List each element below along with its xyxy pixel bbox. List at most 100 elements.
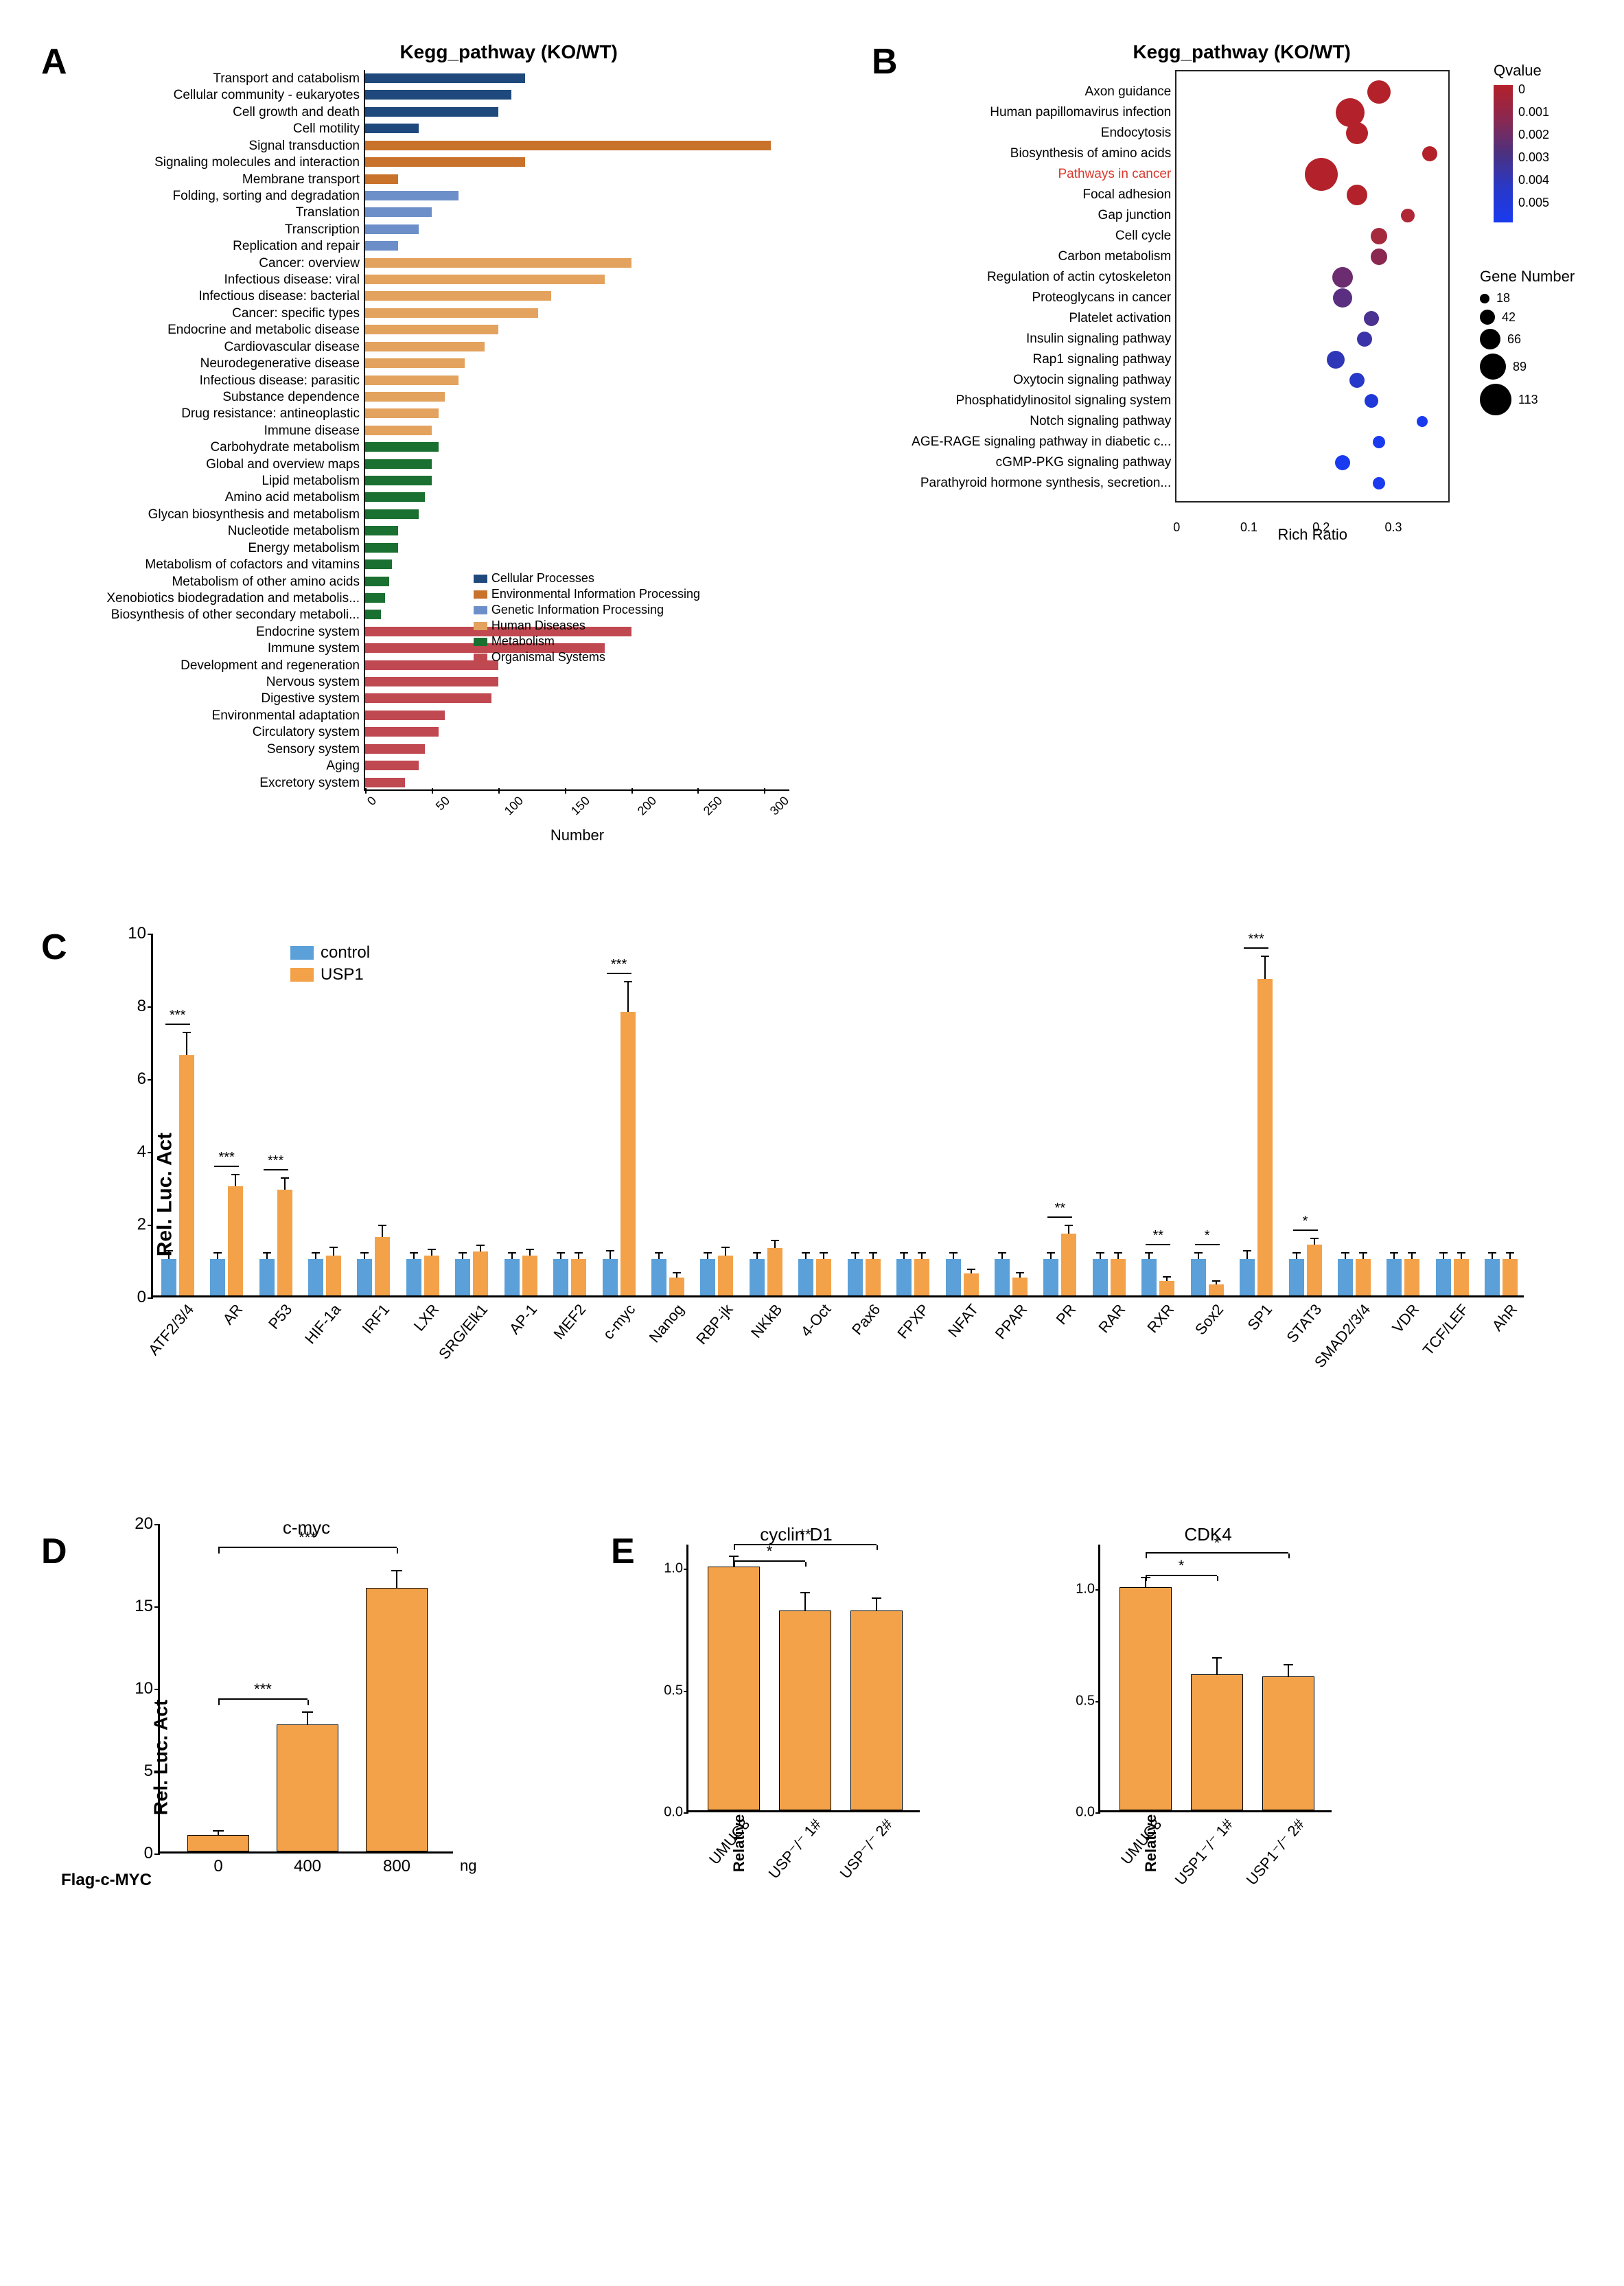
panel-d: Rel. Luc. Act c-myc Flag-c-MYC ng 051015… — [69, 1517, 549, 1998]
dot-label: Pathways in cancer — [1058, 167, 1176, 182]
size-circle — [1480, 384, 1511, 415]
bar — [365, 761, 419, 770]
dot — [1401, 209, 1415, 222]
bar-control — [1240, 1259, 1255, 1295]
x-label: AR — [216, 1297, 247, 1328]
panel-e-chart-0: Relative mRNA expression level cyclin D1… — [590, 1517, 1002, 1998]
panel-d-unit: ng — [453, 1851, 476, 1875]
x-label: PPAR — [988, 1297, 1032, 1343]
bar-label: Digestive system — [261, 691, 365, 706]
legend-label: Cellular Processes — [491, 571, 594, 586]
bar — [365, 275, 605, 284]
bar-usp1 — [1404, 1259, 1419, 1295]
dot-label: Rap1 signaling pathway — [1032, 352, 1176, 367]
bar — [365, 73, 525, 83]
dot-label: AGE-RAGE signaling pathway in diabetic c… — [912, 435, 1176, 450]
dot-label: Insulin signaling pathway — [1026, 332, 1176, 347]
x-label: FPXP — [890, 1297, 933, 1343]
legend-label: control — [321, 943, 370, 962]
qvalue-tick: 0 — [1518, 82, 1549, 105]
bar-label: Circulatory system — [253, 725, 365, 740]
dot — [1357, 332, 1372, 347]
bar-usp1 — [326, 1256, 341, 1295]
bar-label: Transcription — [285, 222, 365, 238]
x-tick-label: USP1⁻/⁻ 1# — [1168, 1812, 1238, 1889]
bar-label: Xenobiotics biodegradation and metabolis… — [106, 591, 365, 606]
bar-label: Sensory system — [267, 742, 365, 757]
x-label: IRF1 — [355, 1297, 394, 1337]
bar — [365, 526, 398, 535]
size-item: 66 — [1480, 329, 1597, 349]
bar — [365, 559, 392, 569]
bar-label: Folding, sorting and degradation — [172, 189, 365, 204]
size-label: 113 — [1518, 393, 1538, 407]
bar-control — [553, 1259, 568, 1295]
bar — [708, 1567, 760, 1810]
bar-usp1 — [228, 1186, 243, 1295]
dot-label: Notch signaling pathway — [1030, 414, 1176, 429]
x-label: NKkB — [743, 1297, 786, 1342]
bar — [365, 358, 465, 368]
bar — [1191, 1674, 1243, 1810]
bar — [365, 677, 498, 686]
x-label: SRG/Elk1 — [431, 1297, 491, 1363]
bar-control — [308, 1259, 323, 1295]
bar — [187, 1835, 249, 1851]
bar — [365, 459, 432, 469]
qvalue-tick: 0.004 — [1518, 173, 1549, 196]
dot — [1373, 477, 1385, 489]
bar — [365, 191, 459, 200]
size-label: 42 — [1502, 310, 1516, 325]
x-tick: 0 — [1173, 520, 1180, 535]
bar-control — [455, 1259, 470, 1295]
bar-usp1 — [1209, 1284, 1224, 1295]
legend-swatch — [474, 590, 487, 599]
bar-label: Replication and repair — [233, 239, 365, 254]
bar-label: Metabolism of cofactors and vitamins — [145, 557, 365, 573]
bar — [365, 308, 538, 318]
sig-label: * — [1179, 1557, 1185, 1575]
x-label: RAR — [1091, 1297, 1129, 1337]
bar-label: Nervous system — [266, 675, 365, 690]
bar-label: Infectious disease: parasitic — [200, 373, 365, 389]
legend-swatch — [290, 968, 314, 982]
x-label: MEF2 — [546, 1297, 590, 1343]
dot — [1422, 146, 1437, 161]
panel-a-legend: Cellular ProcessesEnvironmental Informat… — [474, 570, 700, 666]
bar-label: Immune disease — [264, 424, 365, 439]
bar-usp1 — [1307, 1245, 1322, 1295]
dot — [1371, 249, 1387, 265]
x-tick: 0.3 — [1385, 520, 1402, 535]
dot-label: Carbon metabolism — [1058, 249, 1176, 264]
dot-label: Proteoglycans in cancer — [1032, 290, 1176, 305]
bar-label: Excretory system — [259, 776, 365, 791]
bar-label: Cell motility — [293, 122, 365, 137]
bar-control — [210, 1259, 225, 1295]
sig-label: *** — [299, 1529, 316, 1547]
bar-label: Carbohydrate metabolism — [210, 440, 365, 455]
size-item: 42 — [1480, 310, 1597, 325]
bar — [365, 543, 398, 553]
bar — [779, 1610, 831, 1810]
bar — [365, 577, 389, 586]
bar-label: Lipid metabolism — [262, 474, 365, 489]
bar — [365, 392, 445, 402]
x-tick-label: 800 — [383, 1851, 410, 1876]
bar-usp1 — [914, 1259, 929, 1295]
bar-control — [1436, 1259, 1451, 1295]
dot — [1364, 311, 1379, 326]
bar-usp1 — [964, 1273, 979, 1295]
size-circle — [1480, 310, 1495, 325]
dot — [1371, 228, 1387, 244]
size-label: 89 — [1513, 360, 1527, 374]
sig-label: * — [1214, 1534, 1220, 1552]
bar-label: Translation — [296, 205, 365, 220]
dot — [1327, 351, 1345, 369]
bar — [365, 492, 425, 502]
x-label: PR — [1049, 1297, 1080, 1328]
bar-control — [798, 1259, 813, 1295]
size-item: 18 — [1480, 291, 1597, 305]
bar-usp1 — [277, 1190, 292, 1295]
bar — [365, 174, 398, 184]
legend-label: USP1 — [321, 965, 364, 984]
